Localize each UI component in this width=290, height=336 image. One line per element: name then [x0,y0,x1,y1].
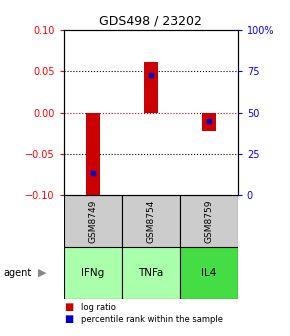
Text: agent: agent [3,268,31,278]
Bar [144,61,158,113]
Text: log ratio: log ratio [81,303,116,312]
Bar [202,113,216,131]
Title: GDS498 / 23202: GDS498 / 23202 [99,15,202,28]
Text: ■: ■ [64,302,73,312]
Bar [180,247,238,299]
Text: TNFa: TNFa [138,268,164,278]
Bar [122,195,180,247]
Text: GSM8754: GSM8754 [146,199,155,243]
Bar [122,247,180,299]
Text: IFNg: IFNg [81,268,104,278]
Text: ▶: ▶ [38,268,46,278]
Bar [86,113,100,197]
Text: GSM8749: GSM8749 [88,199,97,243]
Bar [64,195,122,247]
Bar [180,195,238,247]
Text: IL4: IL4 [201,268,217,278]
Bar [64,247,122,299]
Text: GSM8759: GSM8759 [204,199,213,243]
Text: percentile rank within the sample: percentile rank within the sample [81,315,223,324]
Text: ■: ■ [64,314,73,324]
